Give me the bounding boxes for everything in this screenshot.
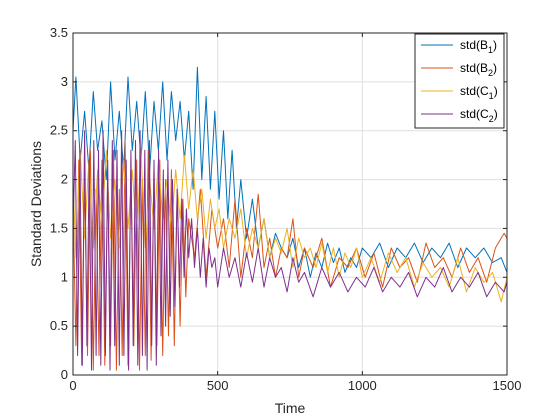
y-tick-label: 3 [61, 74, 68, 89]
legend: std(B1)std(B2)std(C1)std(C2) [414, 33, 505, 129]
y-tick-label: 0 [61, 367, 68, 382]
x-tick-label: 1000 [348, 378, 377, 393]
legend-label-text: std(C [460, 84, 489, 98]
axis-ticks: 0 500 1000 1500 0 0.5 1 1.5 2 2.5 3 3.5 [50, 25, 522, 393]
x-tick-label: 0 [69, 378, 76, 393]
legend-label-subscript: 2 [489, 114, 494, 124]
legend-label-2: std(B2) [460, 61, 497, 78]
y-tick-label: 2 [61, 172, 68, 187]
y-tick-label: 1 [61, 269, 68, 284]
x-axis-label: Time [275, 400, 306, 416]
series-line-1 [73, 66, 507, 278]
legend-box [414, 33, 505, 129]
legend-label-subscript: 1 [489, 91, 494, 101]
legend-label-close: ) [494, 84, 498, 98]
x-tick-label: 500 [207, 378, 229, 393]
y-axis-label: Standard Deviations [28, 141, 44, 267]
y-tick-label: 3.5 [50, 25, 68, 40]
series-lines [73, 66, 507, 371]
legend-label-close: ) [494, 107, 498, 121]
legend-label-3: std(C1) [460, 84, 498, 101]
legend-label-text: std(B [460, 38, 488, 52]
legend-label-text: std(C [460, 107, 489, 121]
y-tick-label: 2.5 [50, 123, 68, 138]
plot-frame [72, 32, 508, 376]
x-tick-label: 1500 [493, 378, 522, 393]
legend-label-1: std(B1) [460, 38, 497, 55]
y-tick-label: 1.5 [50, 220, 68, 235]
series-line-2 [73, 140, 507, 371]
legend-label-text: std(B [460, 61, 488, 75]
legend-label-4: std(C2) [460, 107, 498, 124]
series-line-4 [73, 130, 507, 371]
legend-label-subscript: 1 [488, 45, 493, 55]
legend-label-subscript: 2 [488, 68, 493, 78]
legend-label-close: ) [493, 38, 497, 52]
y-tick-label: 0.5 [50, 318, 68, 333]
legend-label-close: ) [493, 61, 497, 75]
